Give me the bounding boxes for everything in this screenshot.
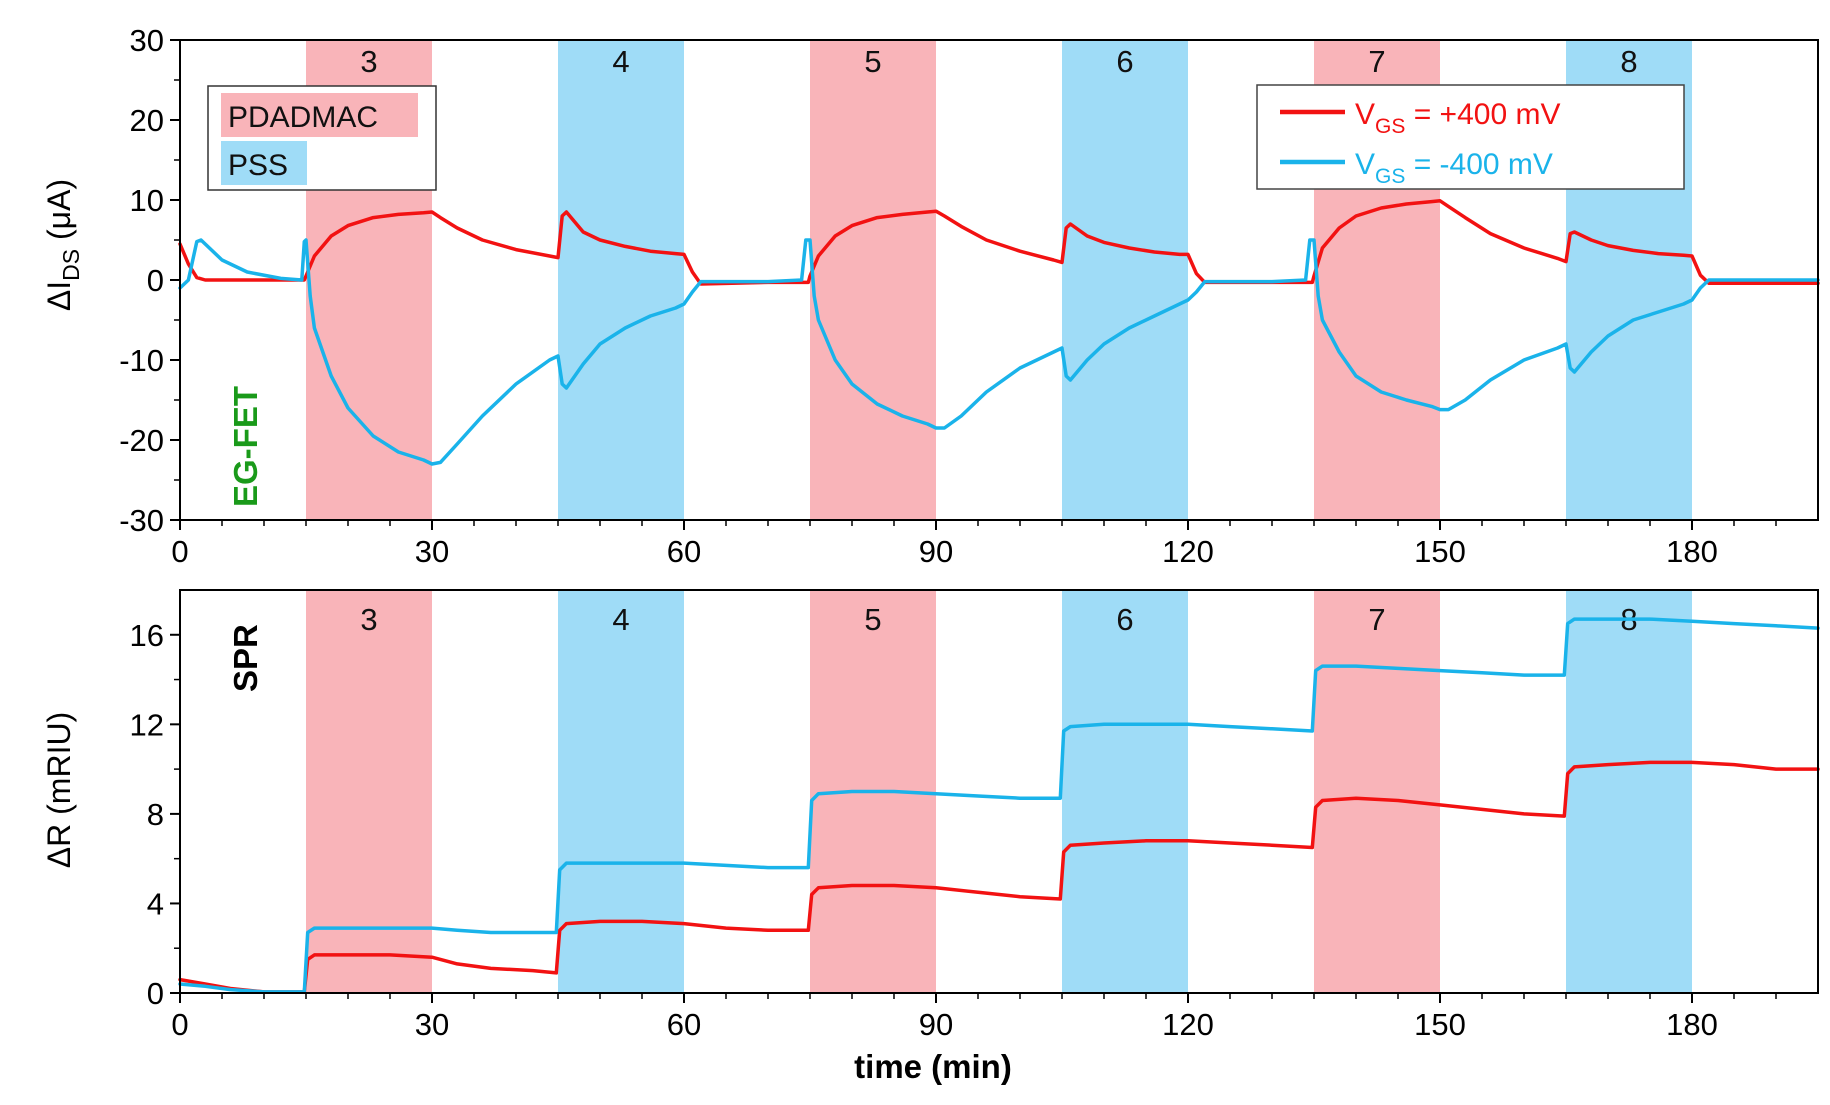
bottom-xtick-label: 60 [667,1007,701,1042]
bottom-band-8 [1566,590,1692,993]
panel-tag-egfet: EG-FET [227,386,264,507]
top-series-negative [178,238,1820,466]
bottom-axes-frame [179,589,1819,994]
top-series-positive [178,199,1820,286]
bottom-series-negative [178,617,1820,994]
top-band-label-6: 6 [1116,44,1133,79]
top-xtick-label: 180 [1666,534,1718,569]
top-series-lines [178,199,1820,466]
bottom-ylabel: ΔR (mRIU) [41,712,77,868]
bottom-band-4 [558,590,684,993]
top-ytick-label: -30 [119,503,164,538]
top-ytick-label: -10 [119,343,164,378]
top-band-label-7: 7 [1368,44,1385,79]
top-band-4 [558,40,684,520]
bottom-band-7 [1314,590,1440,993]
bottom-xtick-label: 120 [1162,1007,1214,1042]
x-axis-title: time (min) [854,1048,1012,1085]
bottom-panel-spr: 3 4 5 6 7 8 0 30 60 90 120 150 180 0 4 8 12 16 SPR ΔR (m… [41,589,1820,1085]
top-axis-ticks: 0 30 60 90 120 150 180 -30 -20 -10 0 10 20 30 [119,23,1777,569]
bottom-ytick-label: 4 [147,886,164,921]
bottom-band-label-7: 7 [1368,602,1385,637]
top-ytick-label: 20 [130,103,164,138]
legend-label-positive: VGS = +400 mV [1355,98,1560,138]
top-band-label-8: 8 [1620,44,1637,79]
top-band-label-4: 4 [612,44,629,79]
bottom-xtick-label: 150 [1414,1007,1466,1042]
bottom-series-lines [178,617,1820,994]
bottom-xtick-label: 0 [171,1007,188,1042]
legend-pdadmac: PDADMAC [228,101,378,134]
top-band-5 [810,40,936,520]
top-band-label-5: 5 [864,44,881,79]
bottom-band-3 [306,590,432,993]
top-xtick-label: 120 [1162,534,1214,569]
pss-swatch [221,141,307,185]
bottom-xtick-label: 30 [415,1007,449,1042]
bottom-ytick-label: 12 [130,707,164,742]
top-xtick-label: 90 [919,534,953,569]
top-layer-bands [306,40,1692,520]
bottom-ytick-label: 0 [147,976,164,1011]
panel-tag-spr: SPR [227,624,264,692]
solution-legend: PDADMAC PSS [207,85,437,191]
pdadmac-swatch [221,93,418,137]
top-xtick-label: 60 [667,534,701,569]
bottom-band-label-4: 4 [612,602,629,637]
bottom-xtick-label: 90 [919,1007,953,1042]
bottom-band-label-6: 6 [1116,602,1133,637]
legend-pss: PSS [228,149,288,182]
top-ytick-label: 0 [147,263,164,298]
top-band-label-3: 3 [360,44,377,79]
top-layer-labels: 3 4 5 6 7 8 [360,44,1637,79]
top-xtick-label: 30 [415,534,449,569]
bottom-xtick-label: 180 [1666,1007,1718,1042]
series-legend: VGS = +400 mV VGS = -400 mV [1256,84,1685,190]
bottom-ytick-label: 8 [147,797,164,832]
top-ytick-label: 10 [130,183,164,218]
top-xtick-label: 150 [1414,534,1466,569]
top-ytick-label: -20 [119,423,164,458]
bottom-axis-ticks: 0 30 60 90 120 150 180 0 4 8 12 16 [130,618,1777,1042]
top-ytick-label: 30 [130,23,164,58]
bottom-band-label-3: 3 [360,602,377,637]
series-legend-frame [1256,84,1685,190]
bottom-ytick-label: 16 [130,618,164,653]
top-xtick-label: 0 [171,534,188,569]
bottom-band-6 [1062,590,1188,993]
top-ylabel: ΔIDS (μA) [41,179,84,311]
top-band-6 [1062,40,1188,520]
legend-label-negative: VGS = -400 mV [1355,148,1553,188]
bottom-band-label-5: 5 [864,602,881,637]
bottom-series-positive [178,760,1820,994]
